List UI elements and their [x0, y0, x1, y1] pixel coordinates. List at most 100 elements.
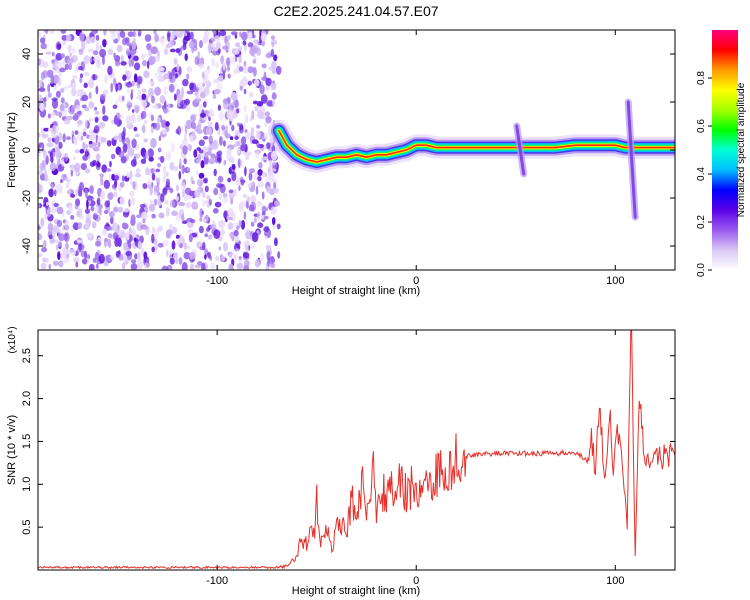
noise-speckle	[173, 93, 177, 101]
noise-speckle	[183, 242, 188, 250]
colorbar-label: Normalized spectral amplitude	[736, 82, 747, 217]
noise-speckle	[187, 229, 194, 234]
noise-speckle	[162, 239, 170, 247]
noise-speckle	[215, 182, 223, 189]
noise-speckle	[145, 167, 150, 176]
noise-speckle	[47, 137, 52, 143]
noise-speckle	[137, 114, 142, 122]
noise-speckle	[207, 234, 213, 240]
noise-speckle	[85, 168, 91, 174]
noise-speckle	[274, 200, 280, 207]
noise-speckle	[226, 109, 233, 120]
noise-speckle	[196, 158, 201, 164]
noise-speckle	[247, 42, 254, 48]
noise-speckle	[152, 228, 160, 238]
noise-speckle	[79, 148, 85, 154]
noise-speckle	[75, 198, 81, 207]
noise-speckle	[151, 233, 155, 244]
noise-speckle	[201, 191, 206, 198]
noise-speckle	[255, 185, 259, 195]
noise-speckle	[210, 223, 217, 230]
noise-speckle	[56, 206, 64, 215]
noise-speckle	[210, 262, 216, 270]
noise-speckle	[222, 61, 226, 71]
noise-speckle	[237, 158, 241, 169]
noise-speckle	[80, 136, 84, 141]
noise-speckle	[191, 201, 199, 210]
noise-speckle	[95, 240, 102, 247]
noise-speckle	[267, 258, 270, 267]
noise-speckle	[142, 183, 148, 189]
noise-speckle	[46, 142, 54, 148]
noise-speckle	[198, 139, 205, 147]
noise-speckle	[222, 70, 226, 80]
noise-speckle	[184, 32, 188, 37]
noise-speckle	[231, 171, 237, 182]
noise-speckle	[176, 184, 179, 192]
noise-speckle	[56, 219, 63, 228]
noise-speckle	[233, 229, 239, 237]
noise-speckle	[212, 93, 217, 99]
noise-speckle	[55, 146, 60, 155]
noise-speckle	[134, 62, 141, 71]
noise-speckle	[112, 204, 119, 215]
noise-speckle	[218, 219, 226, 229]
noise-speckle	[45, 51, 52, 55]
noise-speckle	[88, 91, 92, 100]
noise-speckle	[84, 208, 91, 214]
noise-speckle	[233, 143, 238, 148]
noise-speckle	[72, 134, 78, 145]
noise-speckle	[178, 170, 182, 180]
noise-speckle	[63, 118, 71, 125]
noise-speckle	[219, 30, 227, 37]
noise-speckle	[99, 93, 106, 100]
noise-speckle	[240, 144, 246, 152]
noise-speckle	[251, 243, 256, 249]
noise-speckle	[164, 199, 169, 205]
noise-speckle	[49, 162, 57, 172]
noise-speckle	[204, 233, 208, 238]
noise-speckle	[257, 169, 263, 176]
noise-speckle	[177, 125, 182, 136]
noise-speckle	[114, 237, 120, 247]
noise-speckle	[273, 187, 279, 194]
noise-speckle	[228, 252, 233, 259]
noise-speckle	[69, 248, 77, 256]
noise-speckle	[130, 159, 137, 167]
noise-speckle	[136, 251, 141, 261]
noise-speckle	[144, 34, 152, 42]
noise-speckle	[257, 222, 264, 228]
noise-speckle	[236, 263, 244, 270]
noise-speckle	[214, 255, 220, 262]
noise-speckle	[151, 56, 156, 65]
noise-speckle	[77, 110, 83, 116]
noise-speckle	[129, 44, 133, 51]
noise-speckle	[231, 124, 235, 132]
y-tick-label: 0	[21, 147, 33, 153]
noise-speckle	[219, 136, 223, 146]
noise-speckle	[118, 150, 125, 158]
noise-speckle	[88, 101, 95, 109]
noise-speckle	[77, 66, 83, 71]
noise-speckle	[211, 58, 216, 67]
noise-speckle	[168, 83, 175, 93]
noise-speckle	[248, 172, 253, 181]
snr-panel: -100 0 100 0.5 1.0 1.5 2.0 2.5 Height of strai…	[6, 326, 676, 597]
noise-speckle	[272, 100, 275, 106]
y-tick-label: 0.5	[21, 519, 33, 534]
noise-speckle	[153, 30, 157, 35]
noise-speckle	[256, 101, 264, 107]
noise-speckle	[121, 262, 126, 270]
noise-speckle	[198, 172, 205, 179]
noise-speckle	[85, 213, 92, 221]
noise-speckle	[214, 201, 222, 208]
noise-speckle	[210, 43, 216, 48]
noise-speckle	[43, 239, 47, 249]
noise-speckle	[257, 176, 262, 182]
noise-speckle	[237, 122, 241, 127]
noise-speckle	[154, 33, 160, 43]
noise-speckle	[100, 190, 105, 200]
noise-speckle	[83, 72, 90, 77]
noise-speckle	[207, 121, 214, 127]
